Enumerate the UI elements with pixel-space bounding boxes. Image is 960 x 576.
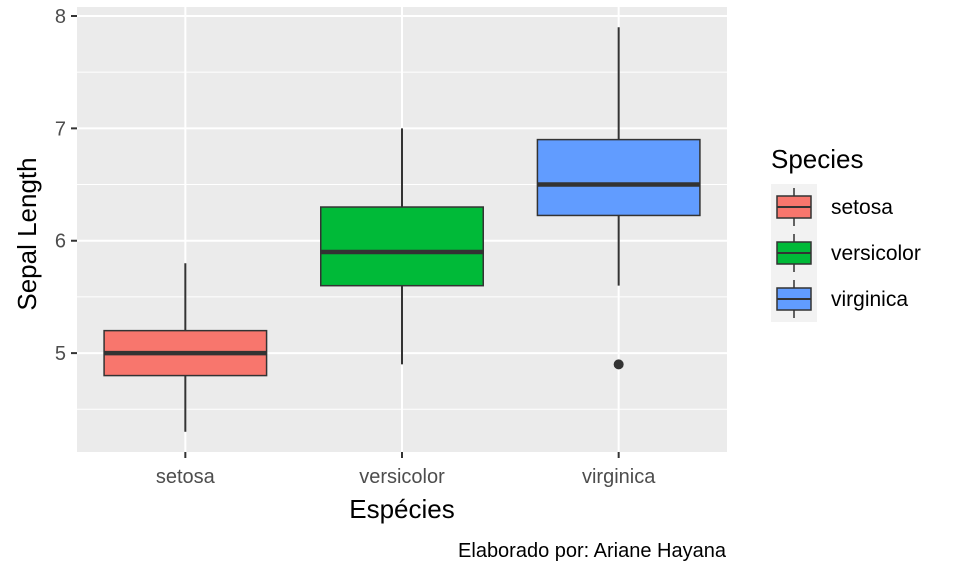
legend-label: versicolor — [831, 242, 921, 265]
y-axis: 5 6 7 8 — [55, 6, 77, 365]
x-axis-title: Espécies — [349, 494, 455, 524]
y-tick-label: 6 — [55, 231, 66, 253]
x-tick-label: setosa — [156, 466, 216, 488]
legend-label: virginica — [831, 288, 908, 311]
legend-item-virginica: virginica — [776, 280, 908, 318]
legend: Species setosa versicolor virginica — [771, 144, 921, 322]
legend-item-versicolor: versicolor — [776, 234, 921, 272]
y-axis-title: Sepal Length — [12, 157, 42, 310]
legend-label: setosa — [831, 196, 893, 219]
x-axis: setosa versicolor virginica — [156, 452, 656, 488]
y-tick-label: 8 — [55, 6, 66, 28]
box-setosa — [103, 263, 268, 432]
iqr-box — [536, 138, 701, 217]
box-virginica — [536, 27, 701, 370]
legend-item-setosa: setosa — [776, 188, 893, 226]
caption: Elaborado por: Ariane Hayana — [458, 540, 727, 562]
boxes — [103, 27, 701, 432]
outlier-point — [613, 359, 624, 370]
x-tick-label: virginica — [582, 466, 656, 488]
iqr-box — [320, 206, 484, 287]
y-tick-label: 7 — [55, 118, 66, 140]
legend-title: Species — [771, 144, 864, 174]
y-tick-label: 5 — [55, 343, 66, 365]
box-versicolor — [320, 128, 484, 365]
x-tick-label: versicolor — [359, 466, 445, 488]
